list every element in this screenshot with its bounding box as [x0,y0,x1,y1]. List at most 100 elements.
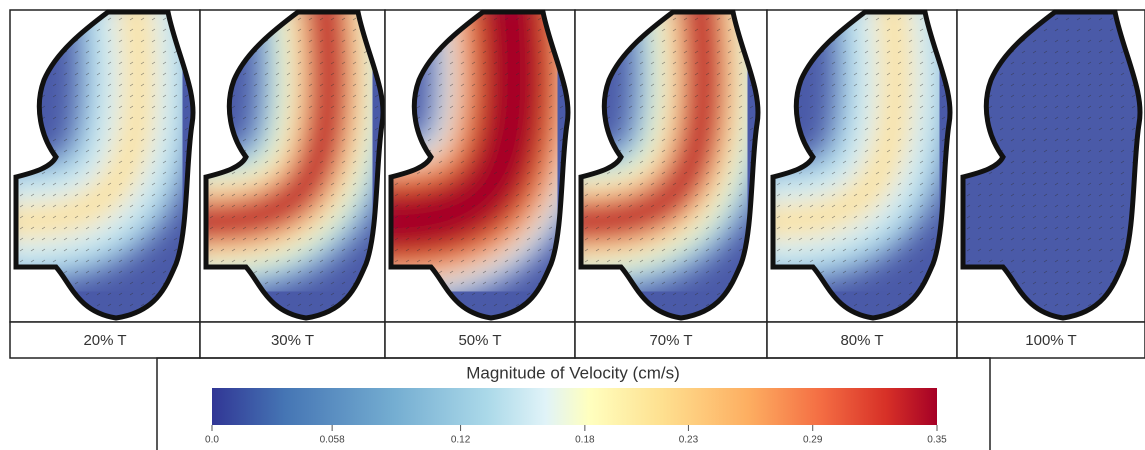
vector [683,149,688,153]
vector [63,94,68,98]
vector [482,105,487,109]
vector [617,226,622,230]
vector [449,215,454,219]
vector [482,28,487,32]
vector [1054,105,1059,109]
vector [352,17,357,21]
vector [1087,149,1092,153]
vector [363,182,368,186]
vector [1087,138,1092,142]
vector [184,116,189,120]
vector [286,248,291,252]
vector [548,61,553,65]
vector [504,270,509,274]
vector [705,237,710,241]
vector [897,127,902,131]
vector [449,237,454,241]
vector [515,303,520,307]
vector [220,237,225,241]
vector [617,182,622,186]
vector [875,281,880,285]
vector [504,281,509,285]
vector [209,226,214,230]
vector [449,94,454,98]
vector [297,215,302,219]
vector [352,226,357,230]
vector [173,193,178,197]
vector [930,105,935,109]
vector [162,215,167,219]
vector [727,83,732,87]
vector [297,94,302,98]
vector [694,28,699,32]
vector [628,193,633,197]
vector [129,127,134,131]
vector [341,248,346,252]
vector [162,105,167,109]
vector [438,72,443,76]
vector [493,72,498,76]
vector [988,105,993,109]
vector [617,237,622,241]
vector [853,94,858,98]
vector [1054,171,1059,175]
vector [173,149,178,153]
vector [683,72,688,76]
vector [85,127,90,131]
vector [493,215,498,219]
vector [1065,149,1070,153]
vector [482,292,487,296]
vector [1076,94,1081,98]
vector [19,226,24,230]
vector [809,237,814,241]
vector [151,61,156,65]
vector [548,116,553,120]
vector [1043,127,1048,131]
vector [515,138,520,142]
vector [352,61,357,65]
vector [1054,281,1059,285]
vector [683,138,688,142]
vector [864,171,869,175]
vector [683,303,688,307]
vector [118,83,123,87]
vector [493,138,498,142]
vector [460,226,465,230]
vector [264,171,269,175]
vector [595,204,600,208]
vector [1076,281,1081,285]
vector [875,204,880,208]
vector [617,105,622,109]
vector [864,160,869,164]
vector [559,138,564,142]
vector [1131,94,1136,98]
jet-layer [581,12,719,237]
vector [864,204,869,208]
vector [471,281,476,285]
vector [1054,127,1059,131]
vector [231,215,236,219]
vector [151,226,156,230]
vector [798,215,803,219]
vector [716,248,721,252]
vector [809,105,814,109]
vector [1109,72,1114,76]
vector [352,127,357,131]
vector [537,28,542,32]
vector [118,160,123,164]
vector [297,292,302,296]
vector [427,171,432,175]
vector [52,72,57,76]
vector [853,237,858,241]
vector [275,182,280,186]
vector [264,50,269,54]
vector [526,204,531,208]
vector [886,193,891,197]
vector [526,259,531,263]
vector [537,248,542,252]
vector [672,72,677,76]
vector [449,138,454,142]
vector [628,226,633,230]
vector [694,248,699,252]
vector [63,116,68,120]
